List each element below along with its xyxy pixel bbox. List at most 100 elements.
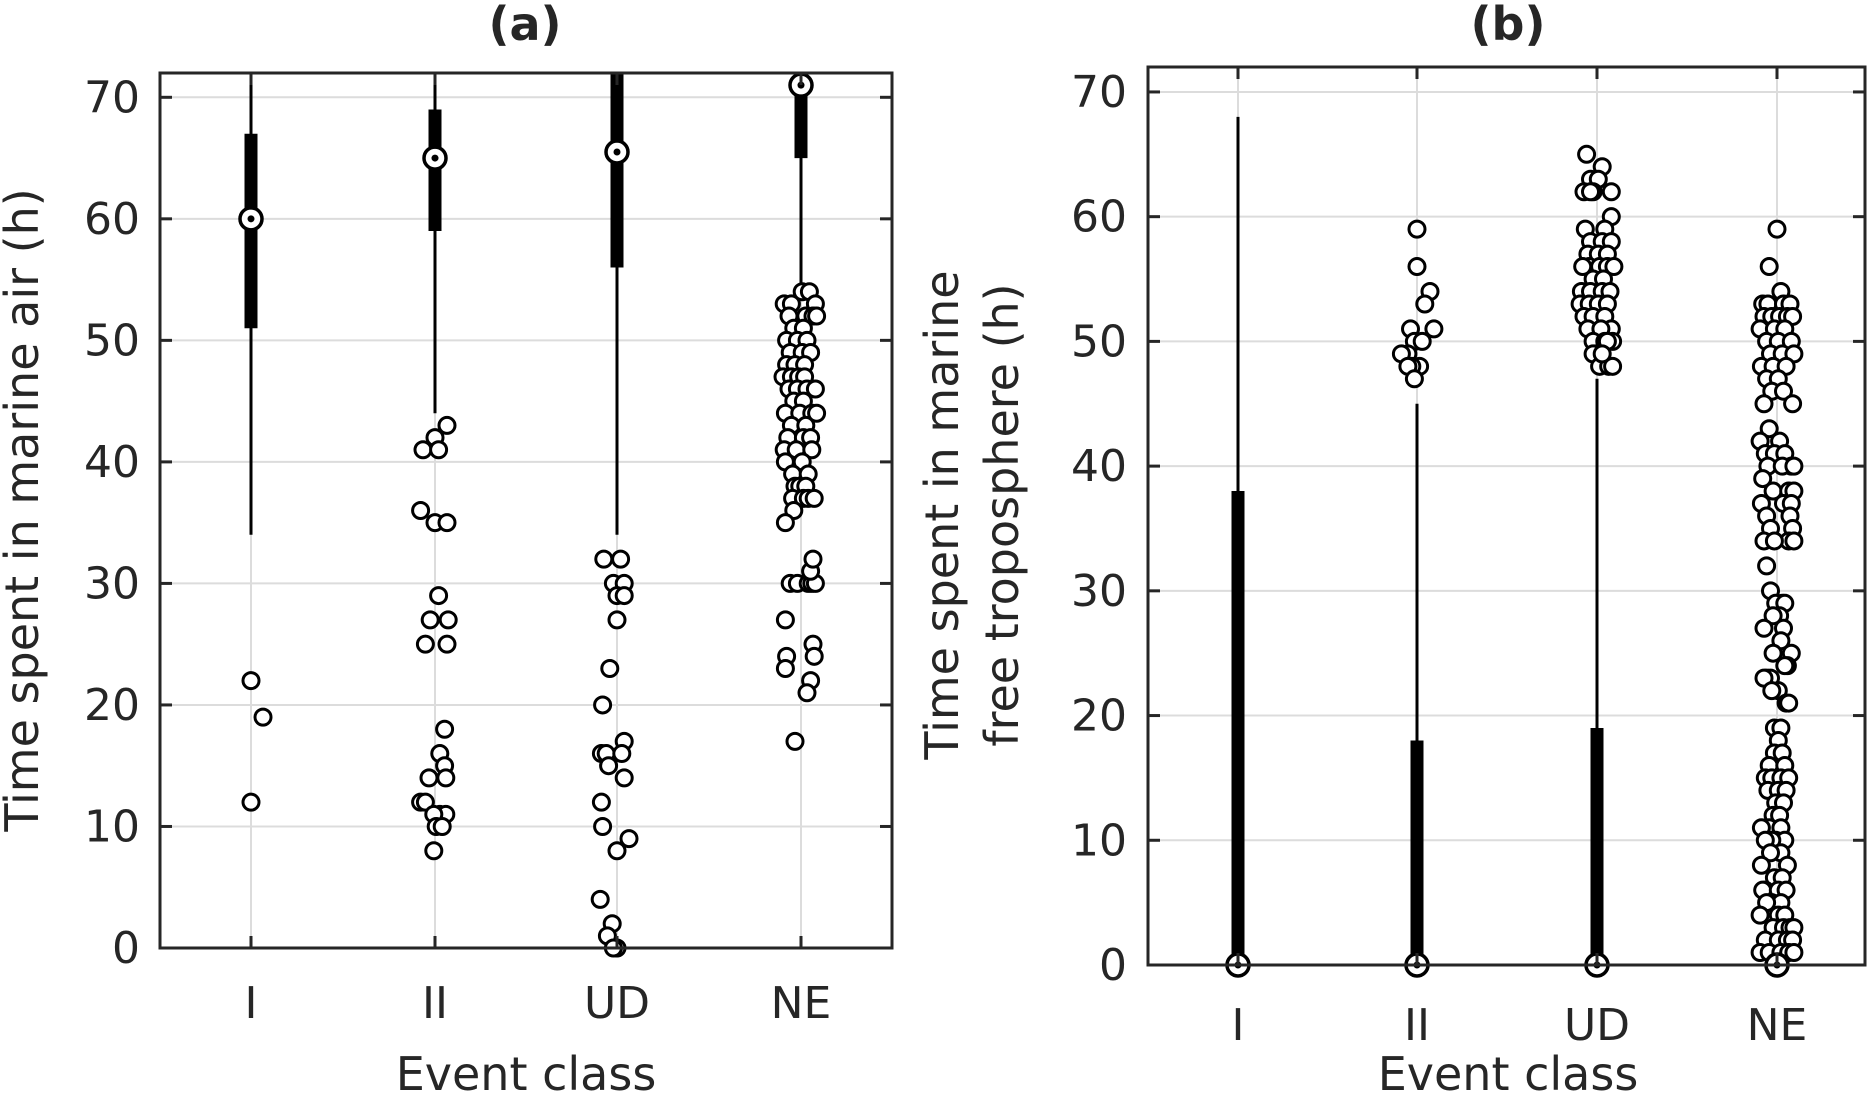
xtick-label-II: II <box>1404 1000 1430 1051</box>
outlier-point <box>1577 144 1597 164</box>
panel-a-xlabel: Event class <box>396 1047 657 1094</box>
outlier-point <box>1415 294 1435 314</box>
outlier-point <box>415 634 435 654</box>
xtick-label-UD: UD <box>584 978 650 1029</box>
outlier-point <box>432 816 452 836</box>
box-II <box>1391 219 1444 978</box>
outlier-point <box>1404 369 1424 389</box>
panel-b-ylabel-line1: Time spent in marine <box>915 270 969 760</box>
box-I <box>1225 116 1251 978</box>
outlier-point <box>1779 693 1799 713</box>
outlier-point <box>420 610 440 630</box>
panel-b-xlabel: Event class <box>1378 1047 1639 1094</box>
outlier-point <box>1764 531 1784 551</box>
outlier-point <box>1784 456 1804 476</box>
panel-b-boxes <box>1225 116 1804 978</box>
panel-b-axes <box>1146 65 1867 967</box>
outlier-point <box>802 440 822 460</box>
outlier-point <box>593 695 613 715</box>
outlier-point <box>804 488 824 508</box>
outlier-point <box>607 841 627 861</box>
ytick-label: 0 <box>112 923 140 974</box>
ytick-label: 20 <box>84 680 140 731</box>
outlier-point <box>1775 656 1795 676</box>
outlier-point <box>413 440 433 460</box>
outlier-point <box>1604 257 1624 277</box>
outlier-point <box>1762 681 1782 701</box>
outlier-point <box>437 634 457 654</box>
outlier-point <box>429 440 449 460</box>
outlier-point <box>594 549 614 569</box>
outlier-point <box>437 513 457 533</box>
outlier-point <box>1407 219 1427 239</box>
outlier-point <box>419 768 439 788</box>
outlier-point <box>611 549 631 569</box>
outlier-point <box>435 719 455 739</box>
panel-a-grid <box>160 73 892 948</box>
panel-b-title: (b) <box>1471 0 1546 51</box>
outlier-point <box>1784 531 1804 551</box>
box-I <box>238 73 273 812</box>
xtick-label-NE: NE <box>1747 1000 1808 1051</box>
outlier-point <box>1592 344 1612 364</box>
ytick-label: 30 <box>84 558 140 609</box>
outlier-point <box>1761 843 1780 863</box>
outlier-point <box>1759 419 1779 439</box>
outlier-point <box>1783 394 1803 414</box>
box-UD <box>590 73 639 958</box>
ytick-label: 10 <box>1071 815 1127 866</box>
outlier-point <box>1753 469 1773 489</box>
xtick-label-UD: UD <box>1564 1000 1630 1051</box>
outlier-point <box>591 792 611 812</box>
outlier-point <box>599 756 619 776</box>
xtick-label-NE: NE <box>771 978 832 1029</box>
outlier-point <box>1767 219 1787 239</box>
ytick-label: 0 <box>1099 940 1127 991</box>
outlier-point <box>1573 257 1593 277</box>
outlier-point <box>1750 905 1770 925</box>
panel-b-ylabel-line2: free troposphere (h) <box>975 283 1029 746</box>
xtick-label-I: I <box>1232 1000 1245 1051</box>
outlier-point <box>437 415 457 435</box>
outlier-point <box>1757 556 1777 576</box>
ytick-label: 50 <box>84 315 140 366</box>
outlier-point <box>1754 394 1774 414</box>
outlier-point <box>1601 182 1621 202</box>
outlier-point <box>424 841 444 861</box>
box-NE <box>773 72 827 751</box>
outlier-point <box>600 658 620 678</box>
panel-a-title: (a) <box>488 0 561 51</box>
outlier-point <box>804 646 824 666</box>
median-dot-I <box>247 215 255 223</box>
outlier-point <box>438 610 458 630</box>
outlier-point <box>1784 943 1804 963</box>
median-dot-UD <box>613 148 621 156</box>
outlier-point <box>797 683 817 703</box>
outlier-point <box>807 306 827 326</box>
outlier-point <box>253 707 273 727</box>
ytick-label: 70 <box>1071 67 1127 118</box>
outlier-point <box>775 658 795 678</box>
outlier-point <box>1774 381 1793 401</box>
outlier-point <box>1759 257 1779 277</box>
ytick-label: 30 <box>1071 566 1127 617</box>
outlier-point <box>241 792 261 812</box>
xtick-label-I: I <box>245 978 258 1029</box>
outlier-point <box>1751 855 1771 875</box>
outlier-point <box>1581 182 1600 202</box>
outlier-point <box>593 816 613 836</box>
outlier-point <box>803 549 823 569</box>
outlier-point <box>619 829 639 849</box>
ytick-label: 60 <box>1071 192 1127 243</box>
outlier-point <box>1763 606 1783 626</box>
ytick-label: 20 <box>1071 691 1127 742</box>
outlier-point <box>1603 356 1623 376</box>
outlier-point <box>775 610 795 630</box>
ytick-label: 60 <box>84 194 140 245</box>
outlier-point <box>805 379 825 399</box>
outlier-point <box>1754 618 1774 638</box>
panel-a-ylabel: Time spent in marine air (h) <box>0 188 49 832</box>
